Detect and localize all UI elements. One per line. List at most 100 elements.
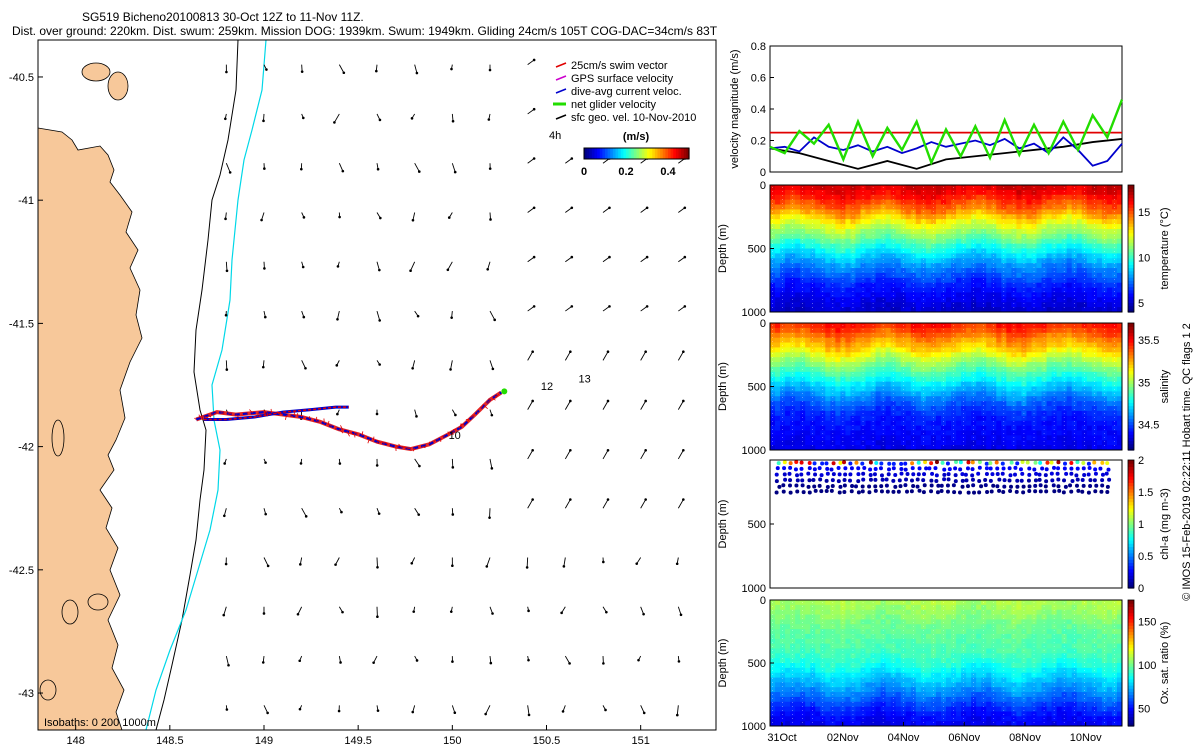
temperature-cell: [835, 277, 841, 284]
oxygen-cell: [770, 638, 776, 645]
geo-velocity-arrow: [450, 360, 453, 370]
geo-velocity-arrow: [338, 64, 345, 73]
salinity-cell: [991, 406, 997, 412]
temperature-cell: [996, 194, 1002, 201]
temperature-cell: [920, 209, 927, 215]
salinity-cell: [935, 323, 942, 329]
temperature-cell: [1011, 224, 1017, 230]
salinity-cell: [855, 396, 861, 402]
temperature-cell: [1086, 253, 1093, 259]
temperature-cell: [966, 194, 972, 201]
temperature-cell: [1001, 302, 1007, 308]
salinity-cell: [795, 396, 801, 402]
oxygen-cell: [805, 653, 811, 659]
temperature-cell: [991, 233, 997, 240]
salinity-cell: [1001, 420, 1007, 426]
salinity-cell: [880, 440, 887, 446]
temperature-cell: [840, 214, 846, 220]
geo-velocity-arrowhead: [378, 319, 381, 322]
temperature-cell: [1076, 185, 1083, 191]
salinity-cell: [1101, 376, 1108, 383]
temperature-cell: [935, 204, 942, 210]
salinity-cell: [895, 376, 902, 383]
salinity-cell: [1006, 352, 1012, 358]
chlorophyll-sample: [899, 467, 904, 472]
colorbar-cell: [599, 148, 603, 159]
salinity-cell: [996, 401, 1002, 407]
map-y-tick-label: -42.5: [9, 565, 34, 577]
salinity-cell: [1061, 332, 1068, 339]
temperature-colorbar-cell: [1128, 305, 1134, 310]
oxygen-cell: [805, 629, 811, 635]
temperature-cell: [1046, 292, 1052, 298]
map-x-tick-label: 149.5: [344, 735, 372, 747]
temperature-cell: [905, 292, 912, 298]
temperature-cell: [775, 297, 781, 303]
salinity-cell: [875, 425, 882, 431]
geo-velocity-arrowhead: [602, 560, 605, 564]
temperature-cell: [865, 248, 871, 254]
chlorophyll-sample: [945, 461, 950, 466]
salinity-cell: [986, 415, 992, 422]
salinity-cell: [1076, 386, 1083, 392]
salinity-cell: [1021, 406, 1027, 412]
salinity-cell: [1051, 371, 1058, 378]
salinity-cell: [830, 332, 836, 339]
temperature-cell: [1116, 199, 1123, 205]
salinity-cell: [1056, 337, 1063, 343]
temperature-cell: [875, 268, 882, 274]
temperature-cell: [840, 209, 846, 215]
temperature-cell: [1086, 199, 1093, 205]
salinity-cell: [890, 401, 897, 407]
temperature-cell: [910, 277, 917, 284]
salinity-cell: [850, 396, 856, 402]
temperature-cell: [790, 214, 796, 220]
temperature-cell: [1026, 219, 1032, 225]
salinity-cell: [1081, 415, 1088, 422]
temperature-cell: [1041, 253, 1047, 259]
oxygen-cell: [785, 663, 791, 669]
temperature-cell: [946, 199, 952, 205]
salinity-cell: [845, 342, 851, 348]
salinity-cell: [785, 362, 791, 368]
temperature-cell: [870, 233, 876, 240]
salinity-cell: [785, 371, 791, 378]
temperature-cell: [905, 204, 912, 210]
salinity-cell: [855, 357, 861, 363]
temperature-cell: [1036, 253, 1042, 259]
island: [81, 62, 111, 82]
salinity-cell: [775, 332, 781, 339]
salinity-cell: [1006, 440, 1012, 446]
salinity-cell: [825, 396, 831, 402]
salinity-cell: [1051, 332, 1058, 339]
temperature-cell: [915, 185, 922, 191]
salinity-colorbar-cell: [1128, 332, 1134, 337]
salinity-cell: [915, 401, 922, 407]
salinity-cell: [1091, 420, 1098, 426]
temperature-cell: [1016, 258, 1022, 264]
salinity-cell: [991, 332, 997, 339]
salinity-cell: [956, 381, 962, 387]
salinity-cell: [900, 352, 907, 358]
temperature-cell: [875, 243, 882, 249]
salinity-cell: [1006, 362, 1012, 368]
salinity-cell: [1016, 332, 1022, 339]
temperature-cell: [795, 189, 801, 196]
salinity-cell: [1036, 386, 1042, 392]
legend-entry: sfc geo. vel. 10-Nov-2010: [571, 112, 696, 124]
temperature-cell: [996, 253, 1002, 259]
temperature-cell: [925, 287, 932, 293]
temperature-cell: [940, 307, 947, 313]
salinity-cell: [785, 327, 791, 334]
chlorophyll-sample: [916, 460, 921, 465]
salinity-colorbar-cell: [1128, 430, 1134, 435]
temperature-cell: [855, 185, 861, 191]
salinity-cell: [1056, 435, 1063, 441]
temperature-cell: [870, 209, 876, 215]
temperature-cell: [966, 253, 972, 259]
map-x-tick-label: 151: [631, 735, 649, 747]
geo-velocity-arrowhead: [416, 314, 420, 318]
salinity-cell: [1026, 410, 1032, 417]
salinity-cell: [930, 376, 937, 383]
temperature-cell: [815, 233, 821, 240]
